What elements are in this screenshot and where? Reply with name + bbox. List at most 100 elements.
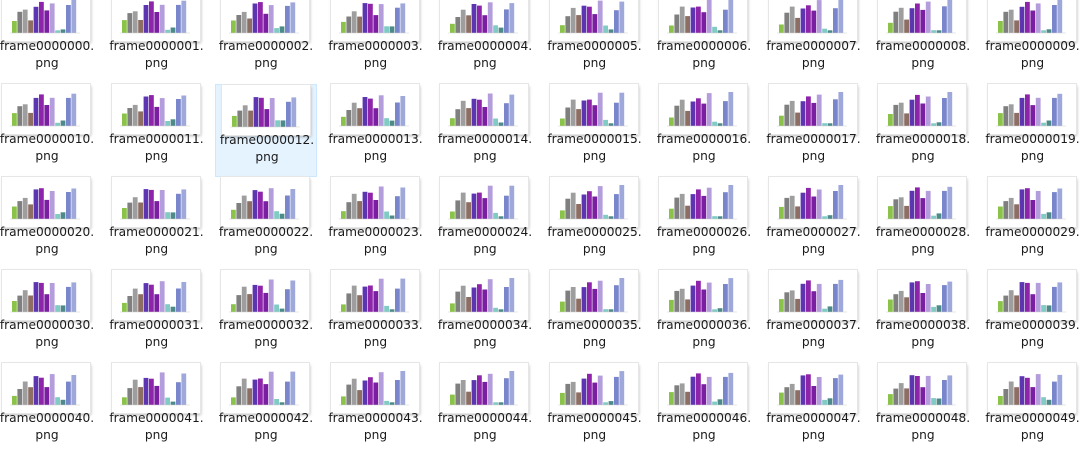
thumbnail-bar bbox=[1002, 295, 1008, 312]
file-item[interactable]: frame0000014. png bbox=[434, 84, 536, 177]
file-item[interactable]: frame0000048. png bbox=[872, 363, 974, 456]
file-item[interactable]: frame0000020. png bbox=[0, 177, 98, 270]
thumbnail-bar bbox=[121, 302, 127, 312]
thumbnail-bar bbox=[608, 216, 613, 219]
file-item[interactable]: frame0000025. png bbox=[544, 177, 646, 270]
file-item[interactable]: frame0000035. png bbox=[544, 270, 646, 363]
file-item[interactable]: frame0000009. png bbox=[982, 0, 1080, 84]
file-name-extension: png bbox=[1020, 56, 1045, 70]
file-item[interactable]: frame0000023. png bbox=[325, 177, 427, 270]
file-item[interactable]: frame0000002. png bbox=[215, 0, 317, 84]
file-name-label: frame0000048. png bbox=[872, 410, 974, 444]
file-item[interactable]: frame0000034. png bbox=[434, 270, 536, 363]
file-item[interactable]: frame0000019. png bbox=[982, 84, 1080, 177]
thumbnail-bar bbox=[669, 208, 674, 219]
file-item[interactable]: frame0000011. png bbox=[106, 84, 208, 177]
file-item[interactable]: frame0000013. png bbox=[325, 84, 427, 177]
thumbnail-bar bbox=[778, 24, 784, 33]
thumbnail-bar bbox=[717, 30, 723, 33]
thumbnail-bar bbox=[121, 113, 127, 126]
thumbnail-bar bbox=[690, 285, 696, 312]
file-item[interactable]: frame0000032. png bbox=[215, 270, 317, 363]
thumbnail-bar bbox=[236, 386, 242, 405]
file-item[interactable]: frame0000024. png bbox=[434, 177, 536, 270]
file-item[interactable]: frame0000042. png bbox=[215, 363, 317, 456]
file-item[interactable]: frame0000043. png bbox=[325, 363, 427, 456]
thumbnail-bar bbox=[800, 283, 805, 312]
file-item[interactable]: frame0000003. png bbox=[325, 0, 427, 84]
thumbnail-bar bbox=[669, 117, 674, 126]
thumbnail-bar bbox=[498, 122, 504, 126]
thumbnail-bar-chart bbox=[667, 0, 737, 34]
thumbnail-bar bbox=[340, 396, 346, 405]
thumbnail-bar bbox=[247, 201, 252, 219]
file-item[interactable]: frame0000010. png bbox=[0, 84, 98, 177]
thumbnail-bar bbox=[827, 306, 832, 312]
file-name-extension: png bbox=[582, 428, 607, 442]
thumbnail-bar bbox=[783, 197, 789, 219]
file-item[interactable]: frame0000041. png bbox=[106, 363, 208, 456]
file-item[interactable]: frame0000038. png bbox=[872, 270, 974, 363]
thumbnail-bar bbox=[372, 200, 378, 219]
file-name-base: frame0000043. bbox=[328, 411, 423, 425]
file-item[interactable]: frame0000001. png bbox=[106, 0, 208, 84]
file-item[interactable]: frame0000006. png bbox=[653, 0, 755, 84]
thumbnail-bar bbox=[1019, 6, 1024, 34]
file-name-label: frame0000027. png bbox=[763, 224, 865, 258]
thumbnail-bar bbox=[586, 282, 592, 312]
thumbnail-bar bbox=[389, 26, 394, 33]
file-item[interactable]: frame0000046. png bbox=[653, 363, 755, 456]
thumbnail-bar bbox=[936, 30, 942, 33]
file-item[interactable]: frame0000015. png bbox=[544, 84, 646, 177]
file-item[interactable]: frame0000031. png bbox=[106, 270, 208, 363]
file-item[interactable]: frame0000030. png bbox=[0, 270, 98, 363]
file-name-label: frame0000026. png bbox=[653, 224, 755, 258]
png-thumbnail bbox=[878, 363, 966, 413]
thumbnail-bar bbox=[696, 6, 701, 33]
file-item[interactable]: frame0000026. png bbox=[653, 177, 755, 270]
file-item[interactable]: frame0000033. png bbox=[325, 270, 427, 363]
thumbnail-bar bbox=[252, 379, 258, 405]
thumbnail-bar bbox=[466, 202, 471, 219]
file-item[interactable]: frame0000039. png bbox=[982, 270, 1080, 363]
thumbnail-bar bbox=[581, 194, 586, 219]
file-name-label: frame0000047. png bbox=[763, 410, 865, 444]
thumbnail-bar bbox=[1013, 112, 1019, 126]
file-item[interactable]: frame0000029. png bbox=[982, 177, 1080, 270]
file-item[interactable]: frame0000044. png bbox=[434, 363, 536, 456]
thumbnail-bar bbox=[947, 0, 953, 33]
file-item[interactable]: frame0000040. png bbox=[0, 363, 98, 456]
file-item[interactable]: frame0000036. png bbox=[653, 270, 755, 363]
file-item[interactable]: frame0000022. png bbox=[215, 177, 317, 270]
thumbnail-bar bbox=[269, 98, 275, 127]
file-item[interactable]: frame0000037. png bbox=[763, 270, 865, 363]
thumbnail-bar bbox=[674, 385, 680, 405]
file-item[interactable]: frame0000021. png bbox=[106, 177, 208, 270]
file-item[interactable]: frame0000028. png bbox=[872, 177, 974, 270]
thumbnail-bar bbox=[559, 118, 565, 126]
file-item[interactable]: frame0000047. png bbox=[763, 363, 865, 456]
file-item[interactable]: frame0000016. png bbox=[653, 84, 755, 177]
file-name-base: frame0000027. bbox=[766, 225, 861, 239]
thumbnail-bar bbox=[559, 392, 565, 405]
thumbnail-bar bbox=[1029, 105, 1035, 126]
file-item[interactable]: frame0000007. png bbox=[763, 0, 865, 84]
file-item[interactable]: frame0000004. png bbox=[434, 0, 536, 84]
file-item[interactable]: frame0000045. png bbox=[544, 363, 646, 456]
file-item[interactable]: frame0000000. png bbox=[0, 0, 98, 84]
png-thumbnail bbox=[987, 0, 1076, 41]
thumbnail-bar bbox=[690, 7, 696, 33]
file-item[interactable]: frame0000005. png bbox=[544, 0, 646, 84]
thumbnail-bar bbox=[466, 108, 471, 126]
thumbnail-bar bbox=[1051, 381, 1057, 405]
thumbnail-bar-chart bbox=[229, 279, 299, 313]
thumbnail-bar bbox=[49, 97, 55, 126]
file-item[interactable]: frame0000018. png bbox=[872, 84, 974, 177]
file-item[interactable]: frame0000027. png bbox=[763, 177, 865, 270]
thumbnail-bar bbox=[581, 378, 586, 405]
file-item[interactable]: frame0000012. png bbox=[215, 84, 317, 177]
file-item[interactable]: frame0000049. png bbox=[982, 363, 1080, 456]
thumbnail-bar bbox=[1008, 104, 1014, 126]
file-item[interactable]: frame0000008. png bbox=[872, 0, 974, 84]
file-item[interactable]: frame0000017. png bbox=[763, 84, 865, 177]
